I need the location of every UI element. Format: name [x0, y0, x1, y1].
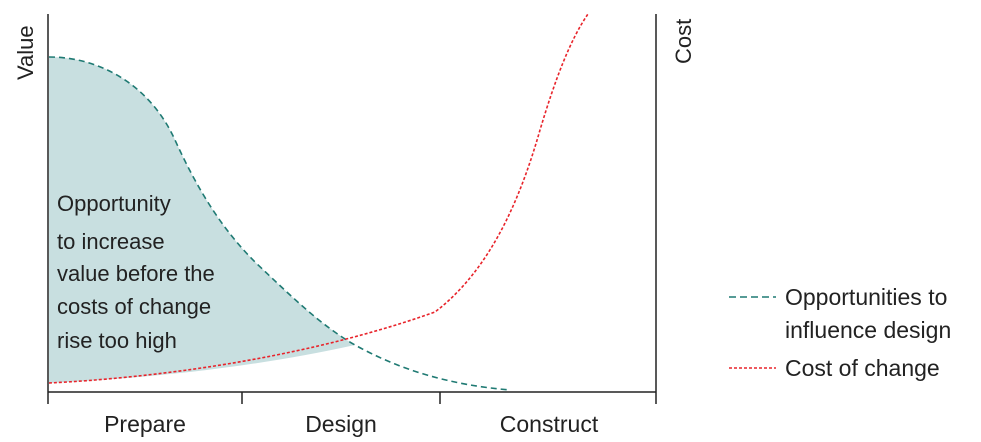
phase-label-construct: Construct [500, 411, 599, 437]
annotation-line-1: Opportunity [57, 191, 171, 216]
annotation-line-2: to increase [57, 229, 165, 254]
annotation-line-4: costs of change [57, 294, 211, 319]
right-axis-label: Cost [671, 19, 696, 64]
phase-label-prepare: Prepare [104, 411, 186, 437]
axes [47, 14, 657, 404]
legend: Opportunities to influence design Cost o… [729, 284, 951, 381]
opportunities-curve [48, 56, 511, 391]
cost-of-change-curve [48, 13, 589, 384]
legend-cost-label: Cost of change [785, 355, 940, 381]
annotation-line-3: value before the [57, 261, 215, 286]
phase-label-design: Design [305, 411, 377, 437]
opportunity-shaded-area [49, 57, 355, 383]
left-axis-label: Value [13, 25, 38, 80]
legend-opportunities-label-line-2: influence design [785, 317, 951, 343]
annotation-line-5: rise too high [57, 328, 177, 353]
legend-opportunities-label-line-1: Opportunities to [785, 284, 947, 310]
opportunity-annotation: Opportunity to increase value before the… [57, 191, 215, 353]
